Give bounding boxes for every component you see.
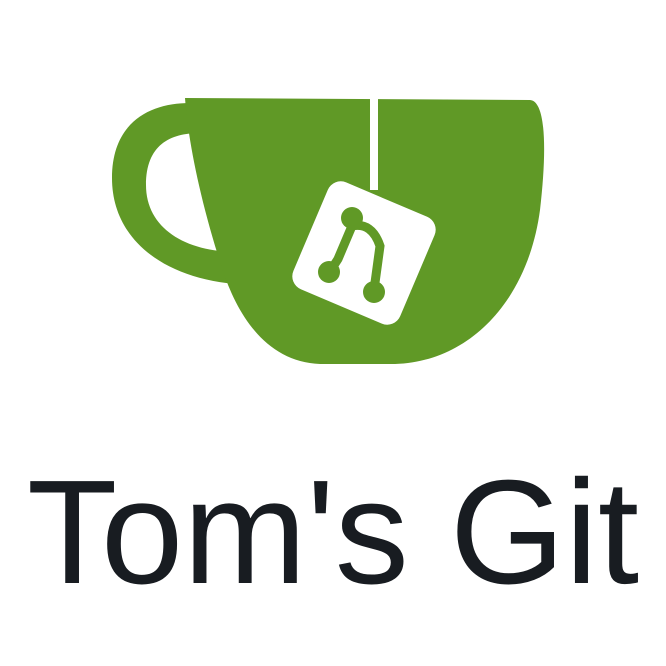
git-node-right xyxy=(363,281,385,303)
git-node-top xyxy=(341,207,363,229)
teabag-string xyxy=(370,98,378,190)
site-logo[interactable] xyxy=(0,0,666,400)
gitea-teacup-icon xyxy=(112,98,545,364)
git-node-left xyxy=(318,261,340,283)
site-title[interactable]: Tom's Git xyxy=(26,450,640,615)
teabag-tag xyxy=(292,181,436,325)
cup-handle xyxy=(112,103,250,285)
